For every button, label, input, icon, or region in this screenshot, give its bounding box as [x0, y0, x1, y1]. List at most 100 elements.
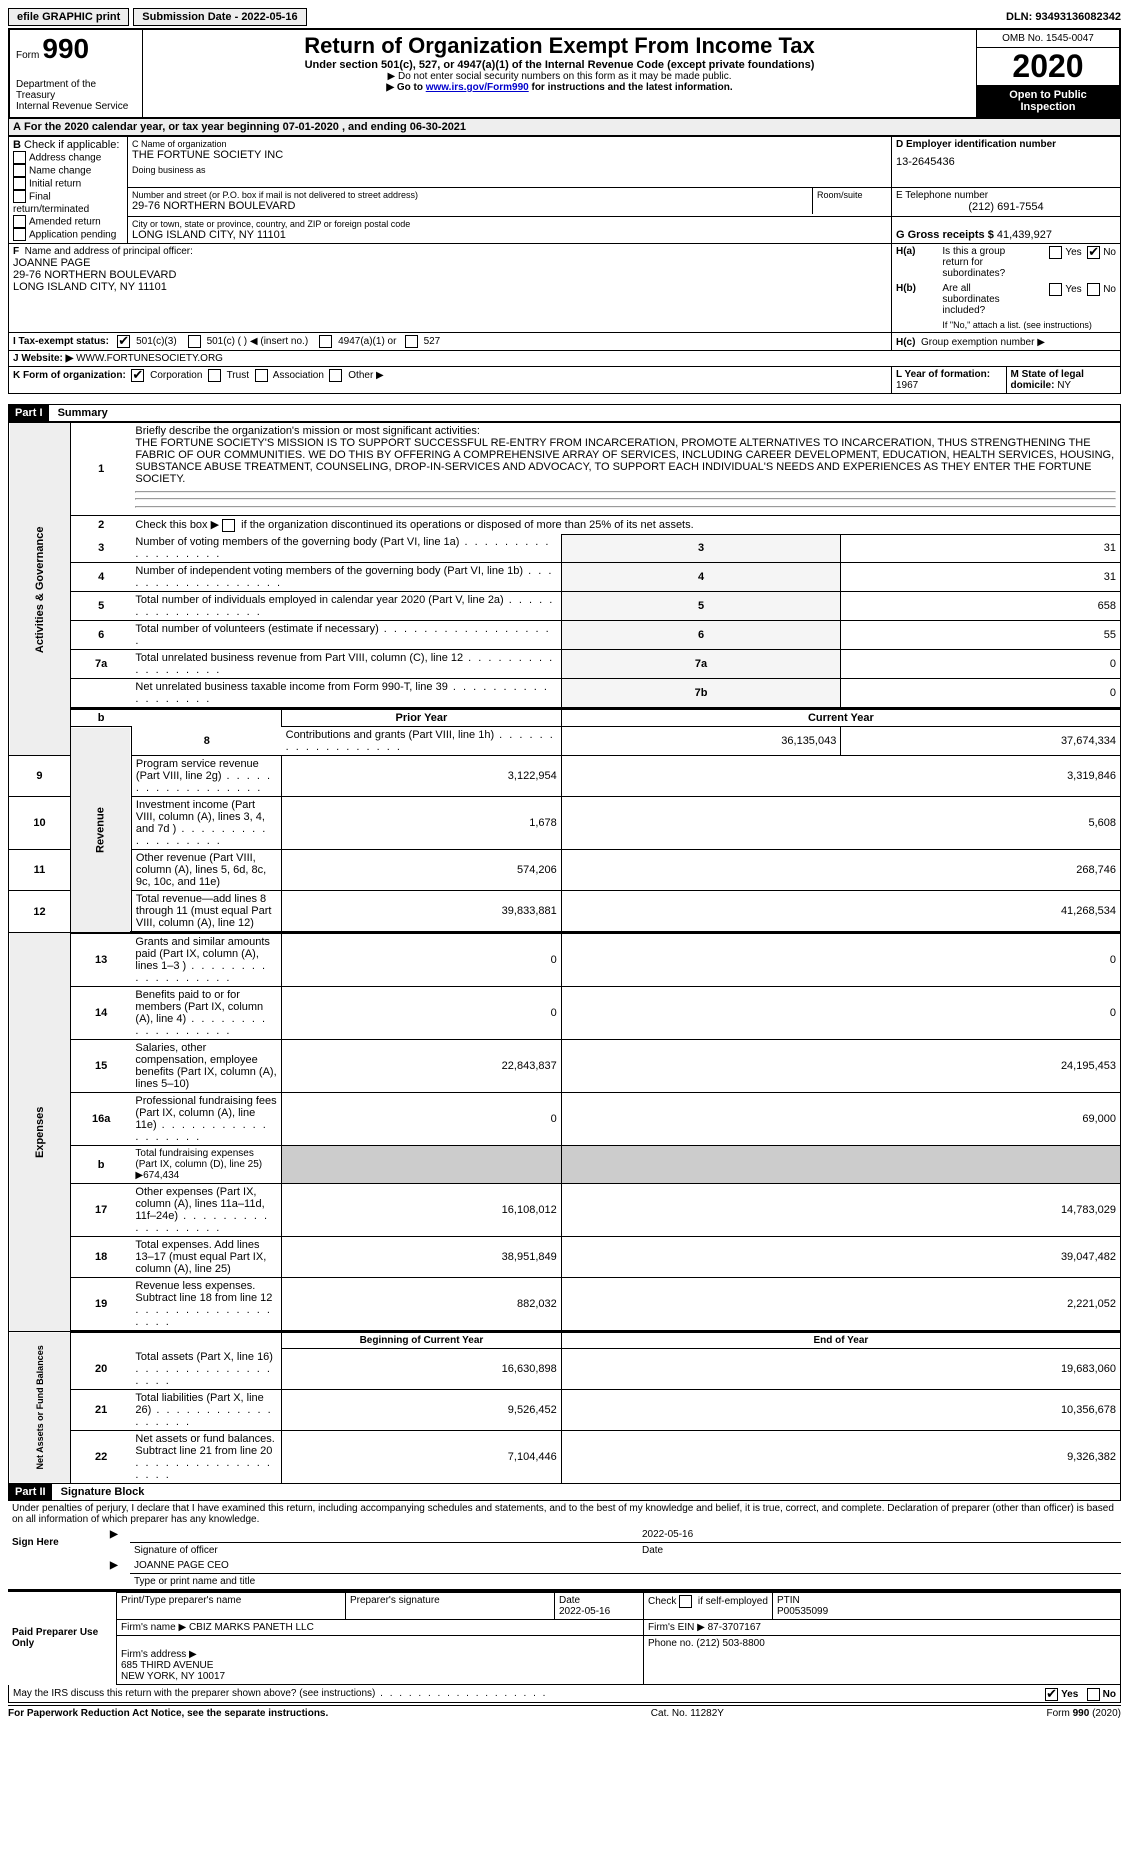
- k-other-checkbox[interactable]: [329, 369, 342, 382]
- k-trust-checkbox[interactable]: [208, 369, 221, 382]
- opt-amended-return: Amended return: [29, 216, 101, 227]
- exp-16b-text: Total fundraising expenses (Part IX, col…: [135, 1148, 262, 1181]
- ha-yes-checkbox[interactable]: [1049, 246, 1062, 259]
- ha-no-checkbox[interactable]: [1087, 246, 1100, 259]
- page-footer: For Paperwork Reduction Act Notice, see …: [8, 1705, 1121, 1719]
- sign-arrow2-icon: ▶: [106, 1558, 130, 1574]
- net-21-c: 10,356,678: [561, 1389, 1120, 1430]
- gov-6-v: 55: [841, 621, 1121, 650]
- exp-17-text: Other expenses (Part IX, column (A), lin…: [135, 1186, 269, 1234]
- ha-no: No: [1103, 247, 1116, 258]
- form-subtitle: Under section 501(c), 527, or 4947(a)(1)…: [149, 59, 970, 71]
- exp-18-text: Total expenses. Add lines 13–17 (must eq…: [135, 1239, 266, 1275]
- k-label: K Form of organization:: [13, 370, 126, 381]
- exp-15-p: 22,843,837: [282, 1040, 562, 1093]
- ein-value: 13-2645436: [896, 156, 1116, 168]
- rev-9-text: Program service revenue (Part VIII, line…: [136, 758, 272, 794]
- part1-table: Activities & Governance 1 Briefly descri…: [8, 422, 1121, 1484]
- i-527-checkbox[interactable]: [405, 335, 418, 348]
- opt-initial-return: Initial return: [29, 178, 81, 189]
- checkbox-initial-return[interactable]: [13, 177, 26, 190]
- goto-post: for instructions and the latest informat…: [529, 82, 733, 93]
- efile-button[interactable]: efile GRAPHIC print: [8, 8, 129, 26]
- city-state-zip: LONG ISLAND CITY, NY 11101: [132, 229, 887, 241]
- dept-treasury: Department of the Treasury Internal Reve…: [16, 79, 136, 112]
- mission-text: THE FORTUNE SOCIETY'S MISSION IS TO SUPP…: [135, 437, 1114, 485]
- gov-7b-n: 7b: [561, 679, 841, 709]
- open-to-public: Open to Public Inspection: [977, 85, 1119, 117]
- firm-addr-label: Firm's address ▶: [121, 1649, 197, 1660]
- gov-7a-v: 0: [841, 650, 1121, 679]
- sig-date: 2022-05-16: [638, 1527, 1121, 1543]
- hb-yes-checkbox[interactable]: [1049, 283, 1062, 296]
- discuss-text: May the IRS discuss this return with the…: [13, 1688, 547, 1699]
- checkbox-name-change[interactable]: [13, 164, 26, 177]
- section-b: B Check if applicable: Address change Na…: [9, 137, 128, 244]
- exp-19-p: 882,032: [282, 1278, 562, 1332]
- prep-date: 2022-05-16: [559, 1606, 610, 1617]
- section-a-tax-year: A For the 2020 calendar year, or tax yea…: [8, 119, 1121, 136]
- section-i: I Tax-exempt status: 501(c)(3) 501(c) ( …: [9, 333, 892, 351]
- net-20-p: 16,630,898: [282, 1349, 562, 1390]
- gov-7b-text: Net unrelated business taxable income fr…: [135, 681, 549, 705]
- paid-preparer-table: Paid Preparer Use Only Print/Type prepar…: [8, 1592, 1121, 1685]
- exp-15-text: Salaries, other compensation, employee b…: [135, 1042, 276, 1090]
- side-governance: Activities & Governance: [9, 423, 71, 756]
- checkbox-address-change[interactable]: [13, 151, 26, 164]
- exp-19-c: 2,221,052: [561, 1278, 1120, 1332]
- side-expenses: Expenses: [9, 933, 71, 1332]
- discuss-no-checkbox[interactable]: [1087, 1688, 1100, 1701]
- officer-addr2: LONG ISLAND CITY, NY 11101: [13, 281, 887, 293]
- hb-yes: Yes: [1065, 284, 1081, 295]
- rev-11-c: 268,746: [561, 850, 1120, 891]
- tax-year: 2020: [977, 48, 1119, 85]
- col-prior: Prior Year: [282, 709, 562, 727]
- form-footer: Form 990 (2020): [1047, 1708, 1121, 1719]
- i-501c3-checkbox[interactable]: [117, 335, 130, 348]
- rev-8-text: Contributions and grants (Part VIII, lin…: [286, 729, 555, 753]
- rev-10-c: 5,608: [561, 797, 1120, 850]
- exp-17-p: 16,108,012: [282, 1184, 562, 1237]
- d-ein-label: D Employer identification number: [896, 139, 1116, 150]
- col-eoy: End of Year: [561, 1332, 1120, 1349]
- phone-value: (212) 691-7554: [896, 201, 1116, 213]
- part1-header-row: Part I Summary: [8, 404, 1121, 422]
- i-4947-checkbox[interactable]: [319, 335, 332, 348]
- gov-5-n: 5: [561, 592, 841, 621]
- form-label: Form: [16, 50, 39, 61]
- discuss-yes-checkbox[interactable]: [1045, 1688, 1058, 1701]
- hb-no-checkbox[interactable]: [1087, 283, 1100, 296]
- dln-value: 93493136082342: [1035, 11, 1121, 23]
- exp-14-p: 0: [282, 987, 562, 1040]
- i-label: I Tax-exempt status:: [13, 336, 109, 347]
- rev-10-p: 1,678: [282, 797, 562, 850]
- net-22-p: 7,104,446: [282, 1430, 562, 1483]
- form-number: 990: [42, 33, 89, 64]
- i-527: 527: [424, 336, 441, 347]
- paperwork-notice: For Paperwork Reduction Act Notice, see …: [8, 1708, 328, 1719]
- room-suite-label: Room/suite: [813, 188, 892, 214]
- k-corp-checkbox[interactable]: [131, 369, 144, 382]
- part2-title: Signature Block: [55, 1484, 151, 1500]
- gov-7a-n: 7a: [561, 650, 841, 679]
- hb-note: If "No," attach a list. (see instruction…: [938, 318, 1120, 332]
- submission-date-button[interactable]: Submission Date - 2022-05-16: [133, 8, 306, 26]
- checkbox-final-return[interactable]: [13, 190, 26, 203]
- omb-number: OMB No. 1545-0047: [977, 29, 1121, 48]
- e-phone-label: E Telephone number: [896, 190, 1116, 201]
- line2-checkbox[interactable]: [222, 519, 235, 532]
- gov-5-v: 658: [841, 592, 1121, 621]
- i-501c-checkbox[interactable]: [188, 335, 201, 348]
- irs-link[interactable]: www.irs.gov/Form990: [426, 82, 529, 93]
- checkbox-application-pending[interactable]: [13, 228, 26, 241]
- checkbox-amended-return[interactable]: [13, 215, 26, 228]
- sign-here-table: Sign Here ▶ 2022-05-16 Signature of offi…: [8, 1527, 1121, 1589]
- self-employed-checkbox[interactable]: [679, 1595, 692, 1608]
- officer-printed: JOANNE PAGE CEO: [130, 1558, 1121, 1574]
- k-assoc-checkbox[interactable]: [255, 369, 268, 382]
- exp-13-text: Grants and similar amounts paid (Part IX…: [135, 936, 270, 984]
- discuss-no: No: [1103, 1689, 1116, 1700]
- prep-sig-label: Preparer's signature: [346, 1592, 555, 1619]
- paid-preparer-label: Paid Preparer Use Only: [8, 1592, 117, 1684]
- b-label: Check if applicable:: [24, 139, 119, 151]
